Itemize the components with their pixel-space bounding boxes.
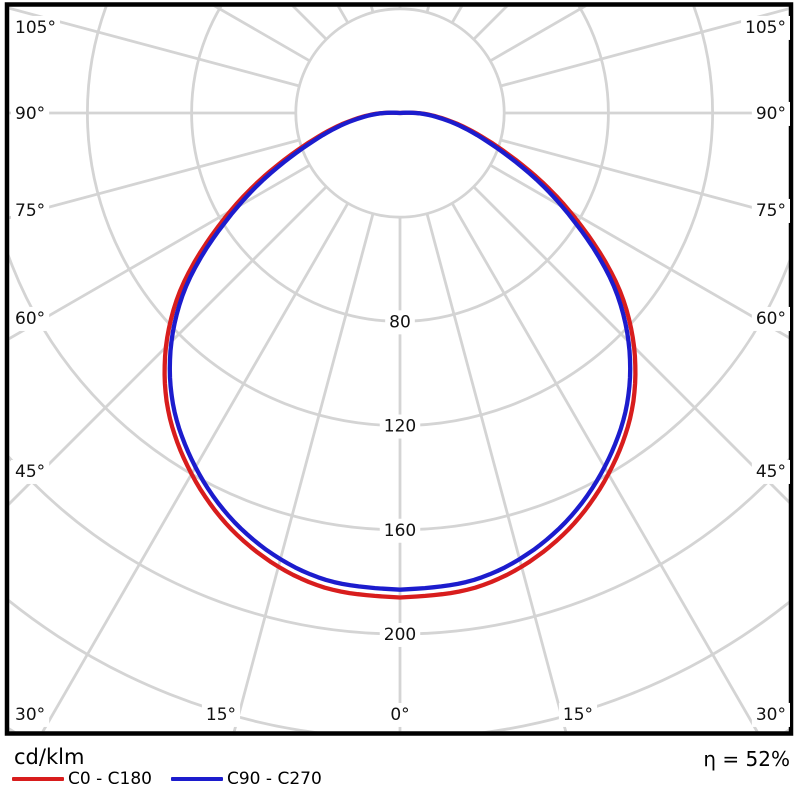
angle-tick-label: 45°	[756, 462, 786, 482]
radial-tick-label-bg	[379, 414, 421, 439]
grid-spoke	[500, 138, 789, 219]
angle-tick-label: 75°	[15, 201, 45, 221]
angle-tick-label-bg	[201, 702, 241, 727]
angle-tick-label-bg	[751, 101, 790, 126]
angle-tick-label-bg	[11, 15, 60, 40]
legend-swatch-c0-c180	[12, 777, 64, 781]
radial-tick-label: 80	[389, 312, 411, 332]
grid-spoke	[9, 185, 328, 506]
angle-tick-label: 60°	[756, 309, 786, 329]
angle-tick-label-bg	[11, 459, 50, 484]
angle-tick-label: 105°	[745, 18, 786, 38]
angle-tick-label: 30°	[756, 705, 786, 725]
grid-spoke	[472, 185, 789, 504]
radial-tick-label: 160	[384, 521, 416, 541]
angle-tick-label: 90°	[15, 104, 45, 124]
legend-label-c0-c180: C0 - C180	[68, 769, 152, 789]
angle-tick-label-bg	[558, 702, 598, 727]
grid-spoke	[9, 163, 311, 341]
angle-tick-label-bg	[751, 198, 790, 223]
legend-label-c90-c270: C90 - C270	[227, 769, 322, 789]
grid-spoke	[9, 6, 300, 88]
radial-tick-label-bg	[379, 518, 421, 543]
grid-spoke	[9, 138, 300, 220]
angle-tick-label-bg	[11, 702, 50, 727]
angle-tick-label: 45°	[15, 462, 45, 482]
angle-tick-label: 90°	[756, 104, 786, 124]
angle-tick-label: 75°	[756, 201, 786, 221]
grid-spoke	[425, 213, 568, 732]
radial-tick-label-bg	[379, 622, 421, 647]
grid-spoke	[489, 163, 789, 340]
angle-tick-label-bg	[751, 459, 790, 484]
polar-chart: 80 120 160 200 105° 90° 75° 60° 45° 30° 15° 0° 15° 30…	[4, 2, 794, 736]
curve-c0-c180	[162, 110, 638, 600]
efficiency-label: η = 52%	[703, 747, 790, 771]
radial-tick-label: 120	[384, 417, 416, 437]
grid-spoke	[500, 7, 789, 88]
angle-tick-label-bg	[11, 306, 50, 331]
angle-tick-label: 60°	[15, 309, 45, 329]
grid-spoke	[232, 213, 375, 732]
angle-tick-label: 30°	[15, 705, 45, 725]
angle-tick-label-bg	[11, 101, 50, 126]
angle-tick-label: 15°	[206, 705, 236, 725]
angle-tick-label: 15°	[563, 705, 593, 725]
legend-swatch-c90-c270	[171, 777, 223, 781]
plot-border	[4, 2, 794, 736]
radial-tick-label: 200	[384, 625, 416, 645]
angle-tick-label-bg	[751, 306, 790, 331]
angle-tick-label-bg	[11, 198, 50, 223]
grid-spoke	[450, 202, 759, 732]
angle-tick-label: 105°	[15, 18, 56, 38]
angle-tick-label-bg	[386, 702, 414, 727]
grid-spoke	[41, 202, 350, 732]
curve-c90-c270	[167, 110, 633, 592]
angle-tick-label-bg	[741, 15, 790, 40]
units-label: cd/klm	[14, 745, 85, 769]
radial-tick-label-bg	[385, 310, 415, 335]
angle-tick-label: 0°	[390, 705, 409, 725]
angle-tick-label-bg	[751, 702, 790, 727]
